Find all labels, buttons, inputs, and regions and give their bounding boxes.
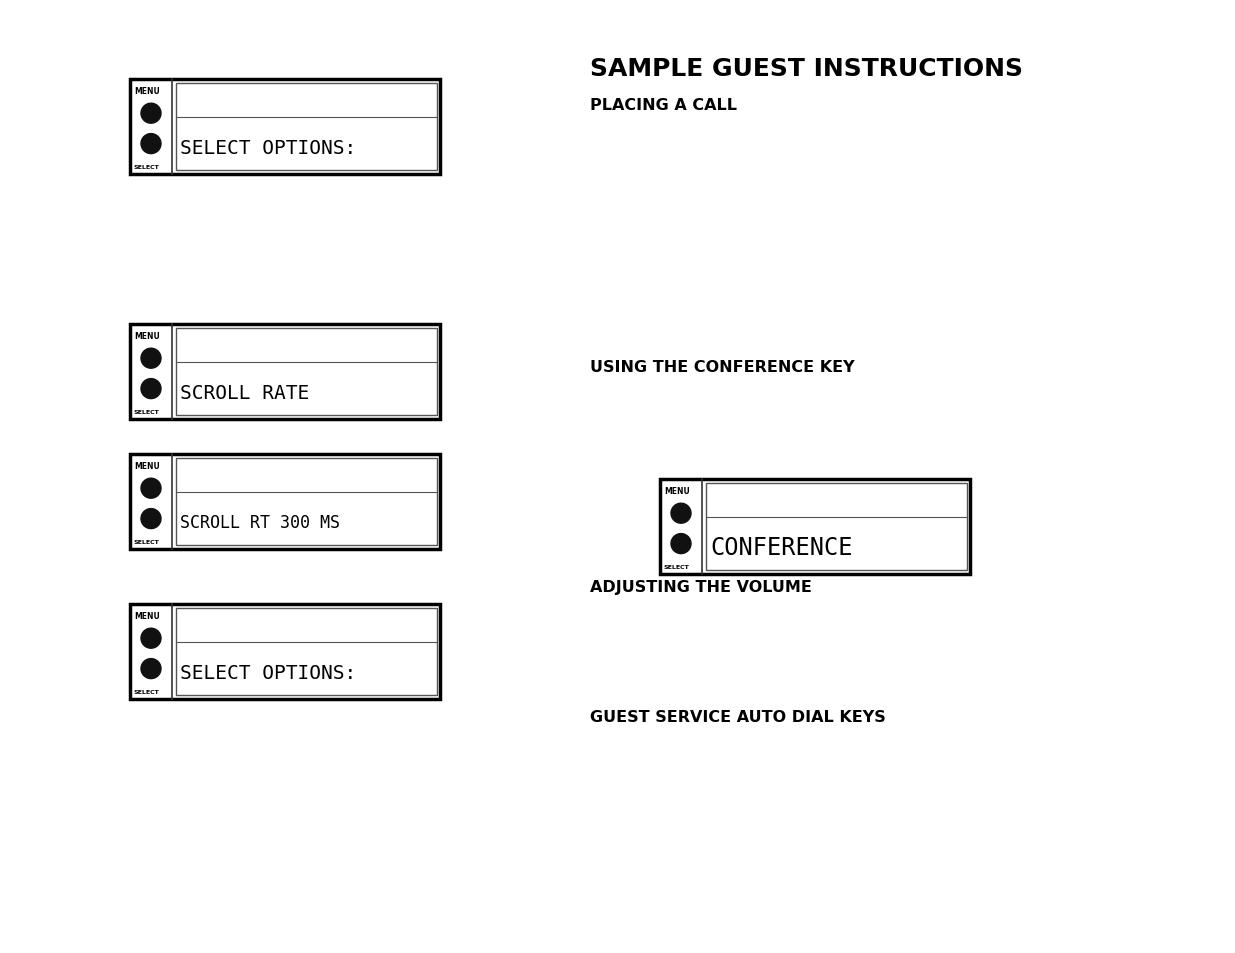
Ellipse shape xyxy=(671,504,692,523)
Text: SELECT OPTIONS:: SELECT OPTIONS: xyxy=(180,663,356,682)
Text: SELECT: SELECT xyxy=(135,539,159,544)
Bar xyxy=(130,80,440,174)
Text: ADJUSTING THE VOLUME: ADJUSTING THE VOLUME xyxy=(590,579,811,595)
Bar xyxy=(706,483,967,571)
Text: SELECT: SELECT xyxy=(135,410,159,415)
Text: MENU: MENU xyxy=(135,612,159,620)
Ellipse shape xyxy=(141,629,161,649)
Ellipse shape xyxy=(141,104,161,124)
Text: SAMPLE GUEST INSTRUCTIONS: SAMPLE GUEST INSTRUCTIONS xyxy=(590,57,1023,81)
Text: GUEST SERVICE AUTO DIAL KEYS: GUEST SERVICE AUTO DIAL KEYS xyxy=(590,709,885,724)
Bar xyxy=(177,608,437,696)
Text: MENU: MENU xyxy=(135,87,159,96)
Ellipse shape xyxy=(141,478,161,498)
Text: SELECT: SELECT xyxy=(664,564,690,569)
Text: MENU: MENU xyxy=(135,461,159,471)
Bar xyxy=(659,479,969,575)
Bar xyxy=(177,329,437,416)
Text: SELECT: SELECT xyxy=(135,165,159,170)
Ellipse shape xyxy=(141,349,161,369)
Ellipse shape xyxy=(141,509,161,529)
Text: USING THE CONFERENCE KEY: USING THE CONFERENCE KEY xyxy=(590,359,855,375)
Text: SCROLL RATE: SCROLL RATE xyxy=(180,383,309,402)
Bar xyxy=(130,455,440,550)
Text: MENU: MENU xyxy=(135,332,159,340)
Ellipse shape xyxy=(141,659,161,679)
Bar xyxy=(130,604,440,700)
Ellipse shape xyxy=(141,379,161,399)
Text: PLACING A CALL: PLACING A CALL xyxy=(590,98,737,112)
Ellipse shape xyxy=(671,534,692,554)
Bar xyxy=(177,458,437,545)
Text: SELECT OPTIONS:: SELECT OPTIONS: xyxy=(180,139,356,158)
Ellipse shape xyxy=(141,134,161,154)
Text: MENU: MENU xyxy=(664,486,690,496)
Bar xyxy=(130,325,440,419)
Text: SCROLL RT 300 MS: SCROLL RT 300 MS xyxy=(180,514,340,532)
Bar xyxy=(177,84,437,171)
Text: CONFERENCE: CONFERENCE xyxy=(710,536,852,559)
Text: SELECT: SELECT xyxy=(135,689,159,695)
